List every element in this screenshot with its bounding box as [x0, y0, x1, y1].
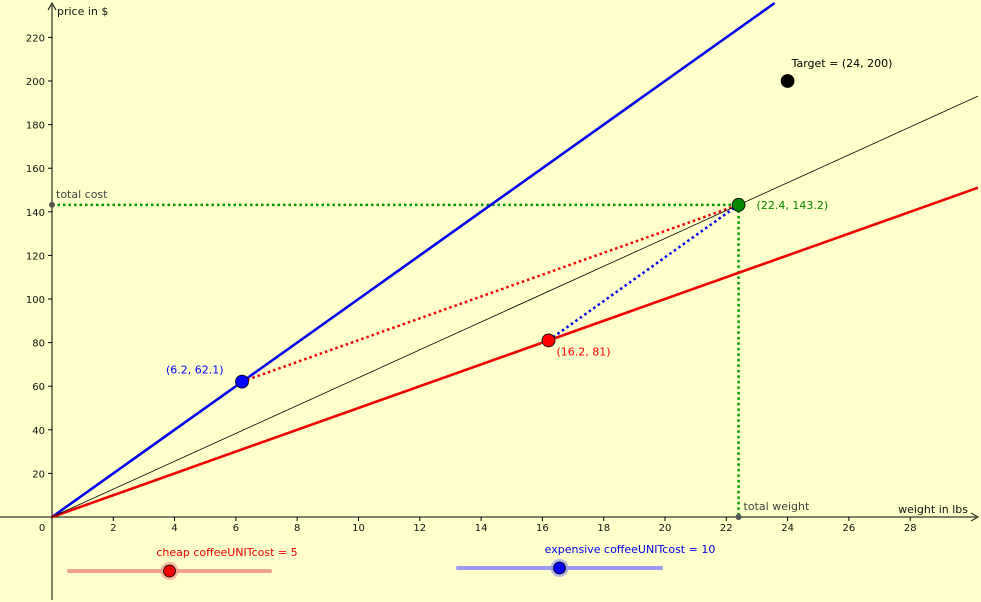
x-tick-label: 16 — [536, 523, 549, 534]
green-point-label: (22.4, 143.2) — [757, 199, 829, 212]
slider-handle-1[interactable] — [553, 561, 566, 575]
target-point-label: Target = (24, 200) — [791, 57, 893, 70]
y-tick-label: 140 — [26, 208, 45, 219]
y-tick-label: 200 — [26, 77, 45, 88]
x-axis-arrow — [970, 512, 980, 522]
blue-point-label: (6.2, 62.1) — [166, 364, 224, 377]
x-tick-label: 8 — [294, 523, 300, 534]
x-tick-label: 0 — [39, 523, 45, 534]
blue-dotted-connector — [547, 203, 740, 342]
price-line-1 — [51, 186, 979, 519]
total-weight-marker — [735, 514, 742, 520]
y-tick-label: 40 — [32, 426, 45, 437]
y-tick-label: 80 — [32, 339, 45, 350]
x-tick-label: 28 — [904, 523, 917, 534]
x-tick-label: 12 — [413, 523, 426, 534]
total-cost-label: total cost — [56, 188, 108, 201]
price-line-2 — [51, 95, 979, 518]
x-tick-label: 26 — [843, 523, 856, 534]
x-tick-label: 4 — [171, 523, 177, 534]
cheap-slider-caption: cheap coffeeUNITcost = 5 — [156, 546, 297, 559]
x-tick-label: 6 — [233, 523, 239, 534]
y-tick-label: 60 — [32, 382, 45, 393]
x-tick-label: 18 — [597, 523, 610, 534]
y-tick-label: 100 — [26, 295, 45, 306]
green-point[interactable] — [731, 197, 746, 212]
red-point-label: (16.2, 81) — [557, 345, 611, 358]
y-tick-label: 20 — [32, 469, 45, 480]
x-tick-label: 22 — [720, 523, 733, 534]
expensive-slider-caption: expensive coffeeUNITcost = 10 — [545, 543, 716, 556]
y-axis-arrow — [47, 1, 57, 11]
y-axis-title: price in $ — [57, 5, 108, 18]
y-tick-label: 180 — [26, 121, 45, 132]
red-point[interactable] — [541, 333, 556, 348]
blue-point[interactable] — [235, 374, 249, 389]
target-point — [780, 74, 795, 88]
y-tick-label: 220 — [26, 33, 45, 44]
x-tick-label: 2 — [110, 523, 116, 534]
x-tick-label: 14 — [475, 523, 488, 534]
y-tick-label: 120 — [26, 251, 45, 262]
total-cost-marker — [49, 201, 55, 208]
price-line-0 — [51, 1, 776, 519]
x-tick-label: 10 — [352, 523, 365, 534]
x-axis-title: weight in lbs — [898, 503, 968, 516]
x-tick-label: 20 — [659, 523, 672, 534]
total-weight-label: total weight — [744, 500, 810, 513]
y-tick-label: 160 — [26, 164, 45, 175]
red-dotted-connector — [241, 203, 739, 383]
slider-handle-0[interactable] — [163, 564, 176, 578]
x-tick-label: 24 — [781, 523, 794, 534]
